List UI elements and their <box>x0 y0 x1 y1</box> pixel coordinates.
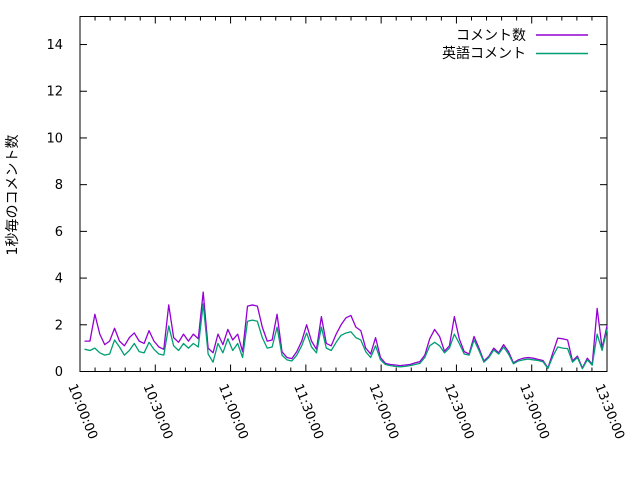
y-axis-title: 1秒毎のコメント数 <box>5 135 21 256</box>
y-tick-label: 2 <box>55 318 63 333</box>
series-line-0 <box>84 291 608 369</box>
series-line-1 <box>84 303 608 370</box>
x-tick-label: 10:30:00 <box>140 382 176 442</box>
series-layer <box>84 291 608 370</box>
x-tick-label: 12:30:00 <box>441 382 477 442</box>
y-tick-label: 8 <box>55 178 63 193</box>
x-tick-label: 11:00:00 <box>215 382 251 442</box>
y-tick-label: 6 <box>55 225 63 240</box>
legend-label-english-comments: 英語コメント <box>442 45 526 62</box>
y-tick-label: 10 <box>46 131 63 146</box>
legend: コメント数 英語コメント <box>442 28 588 62</box>
y-tick-label: 12 <box>46 85 63 100</box>
x-tick-label: 13:30:00 <box>591 382 627 442</box>
x-tick-label: 11:30:00 <box>290 382 326 442</box>
plot-border <box>79 16 608 372</box>
legend-label-comments: コメント数 <box>456 28 526 44</box>
y-tick-label: 4 <box>55 272 63 287</box>
axes-layer: 10:00:00 10:30:00 11:00:00 11:30:00 12:00:00… <box>46 16 627 442</box>
x-tick-label: 10:00:00 <box>64 382 100 442</box>
x-tick-label: 12:00:00 <box>365 382 401 442</box>
x-tick-label: 13:00:00 <box>516 382 552 442</box>
y-tick-label: 0 <box>55 365 63 380</box>
y-tick-label: 14 <box>46 38 63 53</box>
